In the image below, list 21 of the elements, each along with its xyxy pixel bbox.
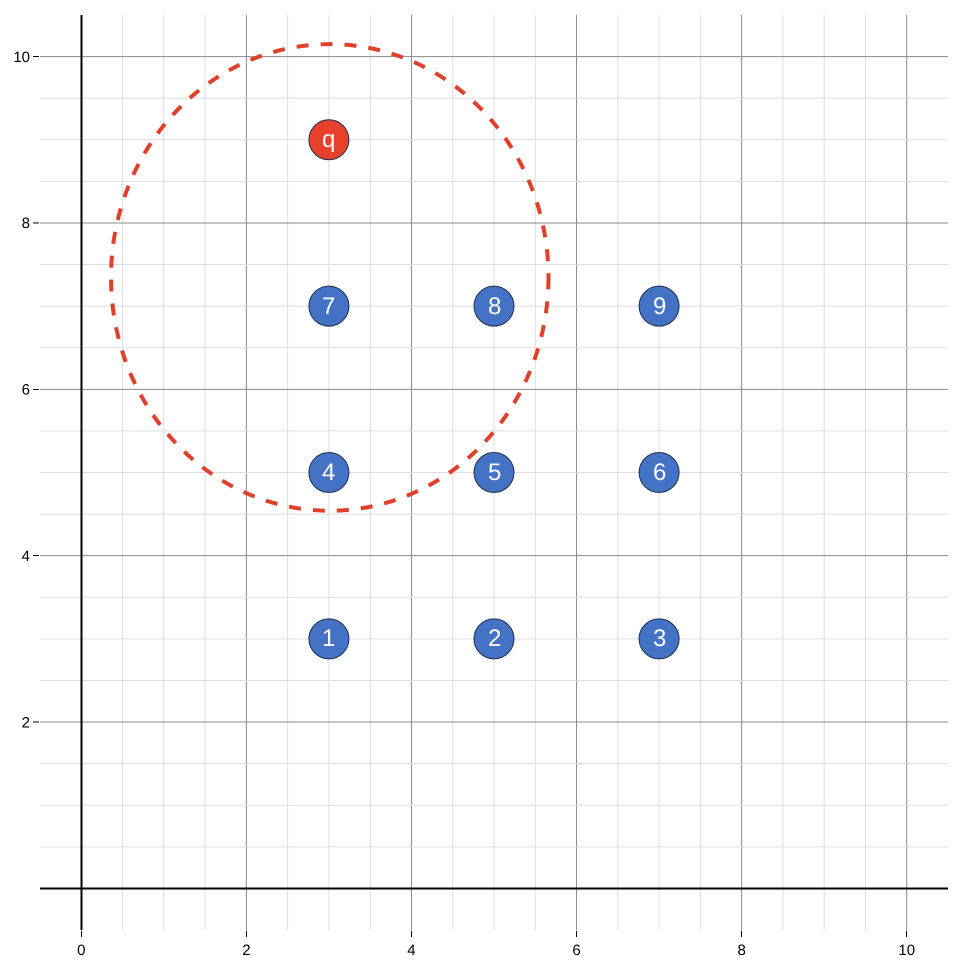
x-tick-label: 6 (572, 942, 581, 959)
x-tick-label: 0 (77, 942, 86, 959)
y-tick-label: 6 (22, 382, 30, 399)
annotation: 8 (488, 293, 502, 320)
annotation: 5 (488, 459, 502, 486)
annotation: q (322, 126, 336, 153)
y-tick-label: 2 (22, 714, 30, 732)
y-tick-label: 8 (22, 215, 30, 232)
annotation: 9 (653, 293, 666, 320)
x-tick-label: 4 (407, 942, 416, 959)
annotation: 4 (322, 459, 336, 486)
annotation: 7 (322, 293, 336, 320)
y-tick-label: 4 (22, 548, 30, 565)
y-tick-label: 10 (13, 48, 30, 66)
x-tick-label: 10 (898, 942, 916, 959)
annotation: 3 (653, 625, 666, 652)
x-tick-label: 2 (242, 942, 251, 959)
x-tick-label: 8 (737, 942, 746, 959)
annotation: 6 (653, 459, 666, 486)
annotation: 2 (488, 625, 502, 652)
annotation: 1 (322, 625, 336, 652)
